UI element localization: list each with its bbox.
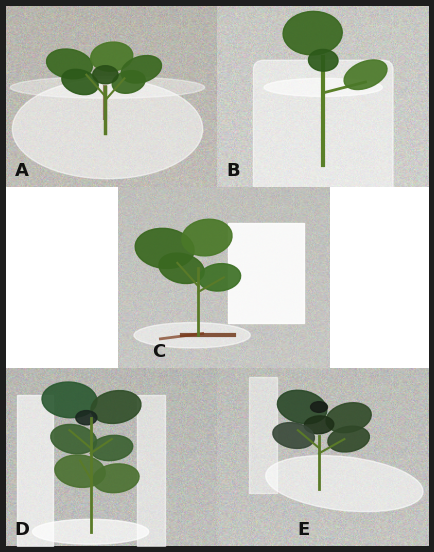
Ellipse shape — [343, 60, 386, 89]
Ellipse shape — [112, 71, 145, 93]
Ellipse shape — [46, 49, 92, 79]
Ellipse shape — [42, 382, 97, 418]
Ellipse shape — [158, 253, 204, 284]
Ellipse shape — [55, 455, 105, 487]
Ellipse shape — [51, 424, 96, 454]
Ellipse shape — [134, 322, 250, 348]
Ellipse shape — [272, 423, 314, 448]
Ellipse shape — [10, 77, 204, 98]
Ellipse shape — [303, 416, 333, 434]
Bar — [227, 223, 303, 322]
Ellipse shape — [93, 464, 139, 493]
Text: E: E — [297, 521, 309, 539]
Ellipse shape — [308, 49, 337, 71]
Ellipse shape — [33, 519, 148, 544]
Ellipse shape — [91, 391, 141, 423]
Ellipse shape — [92, 66, 118, 84]
Ellipse shape — [327, 426, 368, 452]
Ellipse shape — [277, 390, 326, 424]
Ellipse shape — [198, 264, 240, 291]
Ellipse shape — [265, 455, 422, 512]
Text: B: B — [225, 162, 239, 179]
Ellipse shape — [12, 79, 202, 179]
FancyBboxPatch shape — [253, 60, 392, 196]
Ellipse shape — [135, 229, 194, 268]
Ellipse shape — [121, 56, 161, 83]
Text: C: C — [151, 343, 165, 360]
Ellipse shape — [325, 403, 370, 433]
Ellipse shape — [76, 411, 97, 425]
Ellipse shape — [263, 78, 381, 97]
Ellipse shape — [283, 12, 342, 55]
Text: D: D — [14, 521, 30, 539]
Text: A: A — [14, 162, 28, 179]
Ellipse shape — [91, 436, 132, 461]
Ellipse shape — [62, 70, 98, 94]
Ellipse shape — [91, 42, 132, 71]
Ellipse shape — [310, 402, 327, 412]
Ellipse shape — [181, 219, 231, 256]
